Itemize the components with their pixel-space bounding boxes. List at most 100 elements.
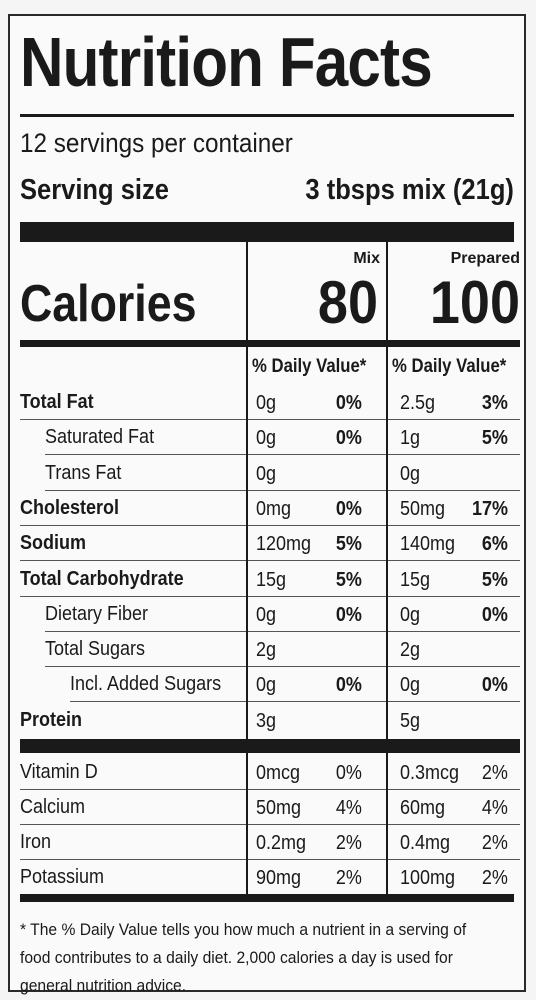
mix-amount: 0.2mg <box>256 832 307 854</box>
label-title: Nutrition Facts <box>20 23 433 101</box>
prepared-daily-value: 2% <box>481 762 508 784</box>
prepared-amount: 0.3mcg <box>400 762 460 784</box>
row-divider <box>45 630 246 632</box>
row-divider <box>70 701 246 703</box>
thick-divider-bottom <box>20 894 514 902</box>
calories-divider-left <box>20 340 246 347</box>
nutrient-name: Total Carbohydrate <box>20 567 184 590</box>
nutrient-name: Total Fat <box>20 391 94 413</box>
prepared-amount: 5g <box>400 709 421 732</box>
nutrient-row: Protein 3g 5g <box>20 702 514 737</box>
row-divider <box>388 560 520 562</box>
row-divider <box>388 489 520 491</box>
row-divider <box>248 701 386 703</box>
mix-amount: 0g <box>256 427 277 450</box>
vitamin-row: Vitamin D 0mcg 0% 0.3mcg 2% <box>20 754 514 789</box>
row-divider <box>248 524 386 526</box>
prepared-amount: 15g <box>400 568 431 591</box>
row-divider <box>45 454 246 456</box>
prepared-amount: 140mg <box>400 533 456 556</box>
prepared-daily-value: 2% <box>481 867 508 889</box>
row-divider <box>248 419 386 420</box>
nutrient-row: Saturated Fat 0g 0% 1g 5% <box>20 419 514 454</box>
prepared-amount: 2g <box>400 639 421 662</box>
serving-size-label: Serving size <box>20 174 169 206</box>
nutrient-name: Calcium <box>20 796 86 818</box>
mix-daily-value: 2% <box>335 867 362 889</box>
mix-daily-value: 2% <box>335 832 362 854</box>
row-divider <box>20 859 246 860</box>
row-divider <box>248 666 386 668</box>
vitamin-row: Potassium 90mg 2% 100mg 2% <box>20 859 514 894</box>
row-divider <box>388 824 520 825</box>
prepared-column-header: Prepared <box>450 250 520 267</box>
serving-size-row: Serving size 3 tbsps mix (21g) <box>20 174 514 207</box>
nutrient-name: Cholesterol <box>20 496 120 519</box>
mix-amount: 120mg <box>256 533 312 556</box>
nutrient-name: Total Sugars <box>45 638 146 661</box>
prepared-amount: 0g <box>400 603 421 626</box>
prepared-daily-value: 17% <box>471 497 508 520</box>
column-divider-prepared <box>386 242 388 894</box>
nutrient-name: Incl. Added Sugars <box>70 673 222 696</box>
row-divider <box>388 701 520 703</box>
nutrient-name: Saturated Fat <box>45 426 155 449</box>
prepared-amount: 2.5g <box>400 392 436 414</box>
prepared-amount: 60mg <box>400 797 446 819</box>
row-divider <box>20 824 246 825</box>
servings-per-container: 12 servings per container <box>20 128 293 158</box>
nutrient-name: Trans Fat <box>45 461 122 484</box>
prepared-calories: 100 <box>429 269 520 336</box>
mix-calories: 80 <box>317 269 378 336</box>
row-divider <box>248 595 386 597</box>
mix-daily-value: 0% <box>335 427 362 450</box>
row-divider <box>20 560 246 562</box>
prepared-daily-value: 6% <box>481 533 508 556</box>
calories-divider-prepared <box>388 340 520 347</box>
nutrient-name: Dietary Fiber <box>45 602 149 625</box>
prepared-amount: 0.4mg <box>400 832 451 854</box>
column-divider-mix <box>246 242 248 894</box>
nutrient-name: Vitamin D <box>20 761 98 783</box>
nutrient-row: Cholesterol 0mg 0% 50mg 17% <box>20 490 514 525</box>
prepared-daily-value: 5% <box>481 427 508 450</box>
prepared-amount: 100mg <box>400 867 456 889</box>
row-divider <box>248 454 386 456</box>
mix-amount: 0mg <box>256 497 292 520</box>
row-divider <box>388 859 520 860</box>
row-divider <box>248 630 386 632</box>
mix-amount: 2g <box>256 639 277 662</box>
mix-column-header: Mix <box>353 250 380 267</box>
row-divider <box>20 524 246 526</box>
row-divider <box>388 666 520 668</box>
nutrient-row: Incl. Added Sugars 0g 0% 0g 0% <box>20 666 514 701</box>
mix-daily-value: 0% <box>335 603 362 626</box>
row-divider <box>388 630 520 632</box>
mix-daily-value: 0% <box>335 762 362 784</box>
prepared-daily-value: 5% <box>481 568 508 591</box>
mix-amount: 3g <box>256 709 277 732</box>
nutrient-name: Sodium <box>20 532 87 555</box>
row-divider <box>248 824 386 825</box>
prepared-daily-value: 0% <box>481 603 508 626</box>
prepared-amount: 50mg <box>400 497 446 520</box>
mix-amount: 0g <box>256 392 277 414</box>
calories-label: Calories <box>20 275 197 333</box>
title-divider <box>20 114 514 117</box>
mix-daily-value: 0% <box>335 674 362 697</box>
vitamin-divider-left <box>20 739 246 753</box>
vitamin-row: Iron 0.2mg 2% 0.4mg 2% <box>20 824 514 859</box>
row-divider <box>388 454 520 456</box>
calories-divider-mix <box>248 340 386 347</box>
nutrient-name: Iron <box>20 831 52 853</box>
row-divider <box>45 489 246 491</box>
mix-amount: 0g <box>256 603 277 626</box>
prepared-amount: 1g <box>400 427 421 450</box>
row-divider <box>45 666 246 668</box>
vitamin-row: Calcium 50mg 4% 60mg 4% <box>20 789 514 824</box>
vitamin-divider-prepared <box>388 739 520 753</box>
row-divider <box>248 560 386 562</box>
row-divider <box>248 489 386 491</box>
mix-amount: 15g <box>256 568 287 591</box>
mix-dv-header: % Daily Value* <box>252 356 367 377</box>
